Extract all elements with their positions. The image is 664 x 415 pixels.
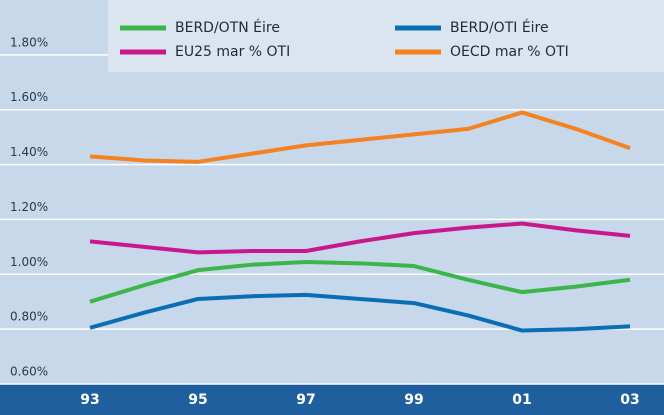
legend-label: EU25 mar % OTI [175,44,290,60]
y-tick-label: 1.60% [10,90,48,104]
legend-label: BERD/OTN Éire [175,19,280,36]
x-tick-label: 01 [512,392,531,408]
legend-label: OECD mar % OTI [450,44,569,60]
content: 0.60% 0.80% 1.00% 1.20% 1.40% 1.60% 1.80% 93 95 9… [10,19,640,408]
x-tick-label: 03 [620,392,639,408]
series-line [89,259,631,304]
legend-box [108,0,664,72]
y-tick-label: 1.20% [10,200,48,214]
x-tick-label: 93 [80,392,99,408]
y-tick-label: 1.40% [10,145,48,159]
series-line [89,221,631,255]
x-tick-label: 99 [404,392,423,408]
y-tick-label: 1.00% [10,255,48,269]
y-tick-label: 0.60% [10,365,48,379]
x-axis-band [0,384,664,415]
legend-label: BERD/OTI Éire [450,19,549,36]
series-line [89,292,631,333]
x-tick-label: 95 [188,392,207,408]
y-tick-label: 1.80% [10,35,48,49]
x-tick-label: 97 [296,392,315,408]
series-line [89,110,631,164]
y-tick-label: 0.80% [10,310,48,324]
